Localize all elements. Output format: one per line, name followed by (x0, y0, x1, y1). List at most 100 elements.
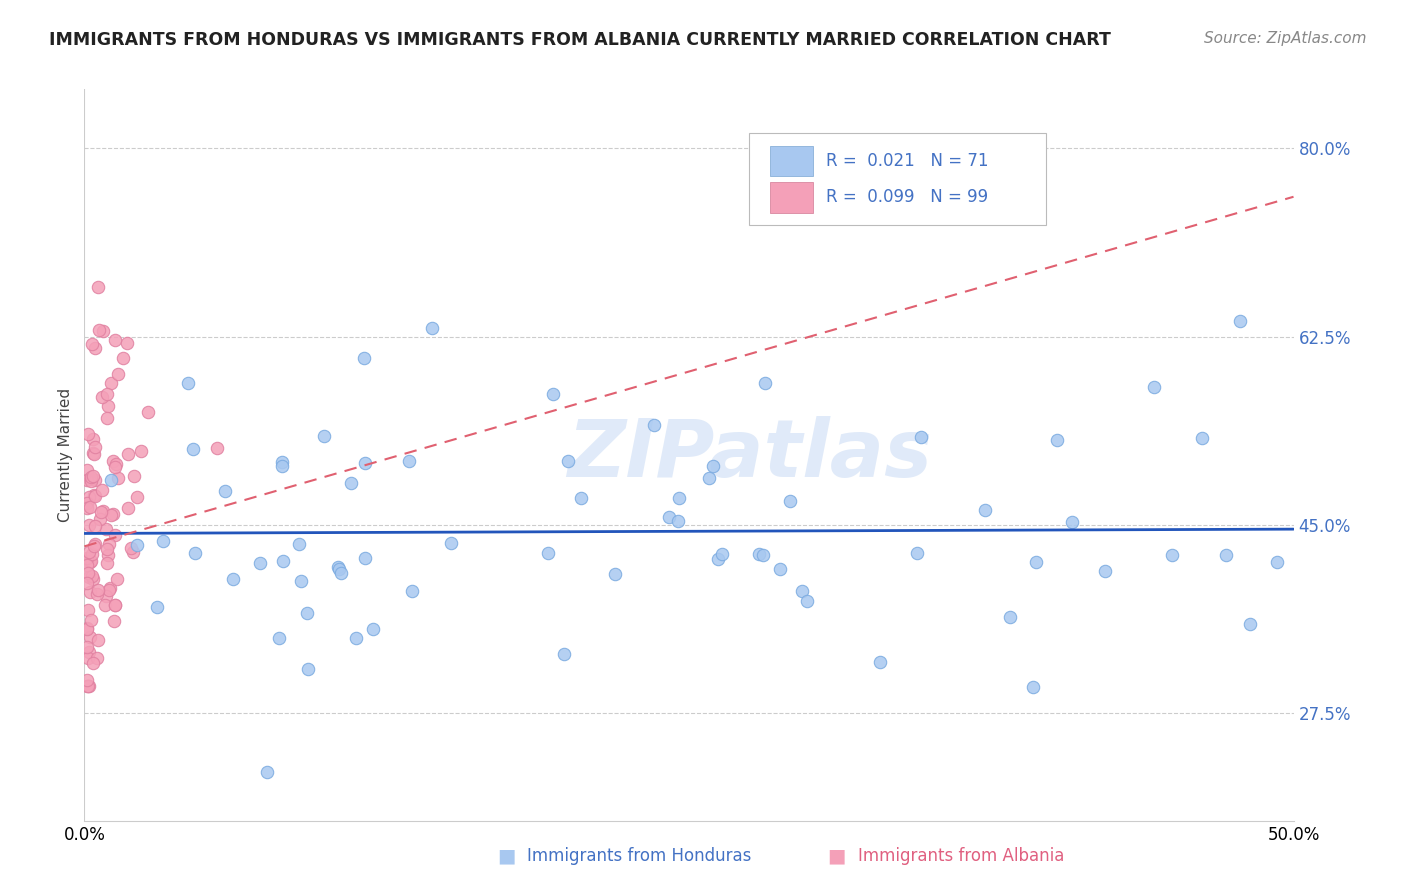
Point (76, 550, 98, 565)
Point (76, 576, 98, 591)
Point (752, 548, 775, 562)
Point (401, 583, 423, 598)
Point (86, 632, 108, 647)
Point (1000, 609, 1022, 624)
FancyBboxPatch shape (770, 182, 814, 213)
Point (79, 470, 101, 484)
Point (79, 518, 101, 533)
Point (222, 572, 245, 586)
Point (184, 546, 207, 560)
Point (269, 631, 291, 645)
Point (796, 593, 818, 607)
Point (440, 535, 463, 549)
Point (1143, 380, 1166, 394)
Point (83, 341, 105, 355)
Point (271, 554, 294, 568)
Point (181, 442, 204, 457)
Point (83, 539, 105, 553)
Point (84, 518, 107, 533)
Point (77, 426, 100, 441)
Point (658, 510, 681, 524)
Point (271, 455, 294, 469)
Point (697, 471, 720, 485)
Point (177, 376, 200, 390)
Point (101, 454, 124, 468)
Point (340, 475, 363, 490)
Point (96, 541, 118, 556)
Point (76, 679, 98, 693)
Point (344, 631, 367, 645)
Point (1025, 555, 1047, 569)
Point (136, 404, 159, 418)
Point (121, 541, 143, 556)
Text: R =  0.021   N = 71: R = 0.021 N = 71 (825, 152, 988, 169)
Point (97, 399, 120, 413)
Point (77, 490, 100, 504)
Point (288, 537, 311, 551)
Point (83, 447, 105, 461)
Point (312, 429, 335, 443)
Point (249, 556, 271, 570)
Point (86, 583, 108, 598)
Point (1215, 549, 1237, 563)
Point (80, 613, 103, 627)
Point (326, 560, 349, 574)
Point (91, 324, 114, 338)
Text: ZIPatlas: ZIPatlas (567, 416, 932, 494)
Point (77, 679, 100, 693)
Point (79, 585, 101, 599)
Point (76, 651, 98, 665)
Point (1046, 433, 1069, 447)
Point (80, 547, 103, 561)
Point (668, 514, 690, 528)
Point (76, 673, 98, 687)
Point (107, 471, 129, 485)
Point (361, 622, 384, 636)
Point (89, 512, 111, 526)
Point (82, 572, 104, 586)
Point (702, 459, 724, 474)
Point (1094, 564, 1116, 578)
Point (80, 554, 103, 568)
Point (1229, 314, 1251, 328)
Point (94, 522, 117, 536)
Point (121, 545, 143, 559)
Point (117, 447, 139, 461)
Text: R =  0.099   N = 99: R = 0.099 N = 99 (825, 188, 987, 206)
Point (83, 537, 105, 551)
Point (129, 443, 152, 458)
Point (792, 584, 814, 599)
Point (80, 474, 103, 488)
Point (869, 655, 891, 669)
Point (76, 463, 98, 477)
Point (297, 607, 319, 621)
Y-axis label: Currently Married: Currently Married (58, 388, 73, 522)
Point (152, 534, 174, 549)
Text: ■: ■ (496, 847, 516, 865)
Point (83, 473, 105, 487)
Point (77, 566, 100, 580)
Point (84, 489, 107, 503)
Point (214, 483, 236, 498)
Point (557, 454, 579, 468)
Point (271, 459, 294, 474)
Point (83, 488, 105, 502)
Point (76, 500, 98, 515)
Point (83, 440, 105, 454)
Point (354, 550, 377, 565)
Point (122, 469, 145, 483)
Point (779, 494, 801, 508)
Point (87, 280, 110, 294)
FancyBboxPatch shape (749, 133, 1046, 225)
Text: Immigrants from Honduras: Immigrants from Honduras (527, 847, 752, 865)
Text: ■: ■ (827, 847, 846, 865)
Text: IMMIGRANTS FROM HONDURAS VS IMMIGRANTS FROM ALBANIA CURRENTLY MARRIED CORRELATIO: IMMIGRANTS FROM HONDURAS VS IMMIGRANTS F… (49, 31, 1111, 49)
Point (910, 430, 932, 444)
Point (82, 432, 104, 446)
Point (76, 640, 98, 654)
Point (643, 417, 665, 432)
Point (77, 603, 100, 617)
Point (353, 351, 375, 365)
Point (127, 491, 149, 505)
Text: Immigrants from Albania: Immigrants from Albania (858, 847, 1064, 865)
